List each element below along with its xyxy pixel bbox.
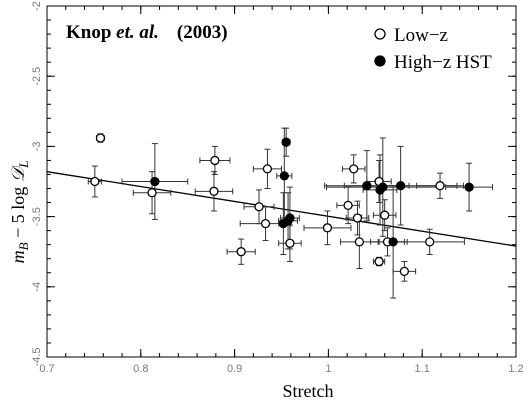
data-point-low-z xyxy=(210,155,220,166)
data-point-low-z xyxy=(262,164,273,174)
data-point-high-z xyxy=(395,181,406,191)
x-axis-title: Stretch xyxy=(283,381,334,401)
data-point-low-z xyxy=(349,164,359,174)
data-point-layer xyxy=(90,133,474,277)
data-point-low-z xyxy=(95,133,106,143)
legend-label-low-z: Low−z xyxy=(394,25,448,46)
data-point-high-z xyxy=(378,182,388,192)
data-point-high-z xyxy=(150,176,160,187)
fit-line-layer xyxy=(46,171,517,247)
legend-label-high-z: High−z HST xyxy=(394,52,492,73)
data-point-low-z xyxy=(254,202,264,212)
data-point-low-z xyxy=(425,237,435,247)
year-label: (2003) xyxy=(177,22,228,43)
data-point-low-z xyxy=(354,237,365,247)
data-point-low-z xyxy=(90,176,100,187)
data-point-low-z xyxy=(399,266,410,277)
data-point-high-z xyxy=(388,237,398,247)
title-annotation: Knop et. al. (2003) xyxy=(66,22,228,43)
error-bar-layer xyxy=(87,127,494,299)
data-point-high-z xyxy=(464,182,474,192)
data-point-low-z xyxy=(374,256,384,267)
data-point-low-z xyxy=(236,247,246,257)
svg-text:Knop et. al.(2003): Knop et. al. (2003) xyxy=(66,22,228,43)
data-point-low-z xyxy=(435,181,445,191)
data-point-high-z xyxy=(279,171,289,181)
legend-marker-high-z xyxy=(374,55,386,67)
etal-label: et. al. xyxy=(116,22,159,43)
author-label: Knop xyxy=(66,22,116,43)
fit-line xyxy=(46,171,517,247)
y-tick-label: -3 xyxy=(31,142,43,152)
legend: Low−z High−z HST xyxy=(374,25,492,73)
data-point-high-z xyxy=(285,213,295,223)
data-point-high-z xyxy=(281,137,291,147)
data-point-low-z xyxy=(380,210,390,220)
data-point-low-z xyxy=(285,238,295,248)
legend-marker-low-z xyxy=(374,28,386,40)
data-point-low-z xyxy=(209,186,219,196)
y-tick-label: -2.5 xyxy=(31,67,43,86)
x-tick-label: 0.7 xyxy=(39,363,54,375)
data-point-low-z xyxy=(147,188,157,198)
y-axis-title: mB − 5 log 𝒟L xyxy=(8,161,31,264)
x-tick-label: 1 xyxy=(325,363,331,375)
y-tick-label: -4.5 xyxy=(31,348,43,367)
axis-frame: 0.7 0.8 0.9 1 1.1 1.2 -2 -2.5 -3 -3.5 -4 -4.5 xyxy=(31,1,524,375)
y-tick-label: -3.5 xyxy=(31,207,43,226)
svg-text:mB − 5 log 𝒟L: mB − 5 log 𝒟L xyxy=(8,161,31,264)
y-tick-label: -4 xyxy=(31,282,43,292)
data-point-low-z xyxy=(343,200,353,211)
data-point-low-z xyxy=(260,218,271,229)
x-tick-label: 0.9 xyxy=(227,363,242,375)
data-point-high-z xyxy=(362,181,372,191)
x-tick-label: 1.2 xyxy=(508,363,523,375)
y-tick-label: -2 xyxy=(31,1,43,11)
data-point-low-z xyxy=(322,223,333,233)
x-tick-label: 0.8 xyxy=(133,363,148,375)
plot-frame xyxy=(46,5,517,358)
x-tick-label: 1.1 xyxy=(415,363,430,375)
data-point-low-z xyxy=(352,213,363,223)
